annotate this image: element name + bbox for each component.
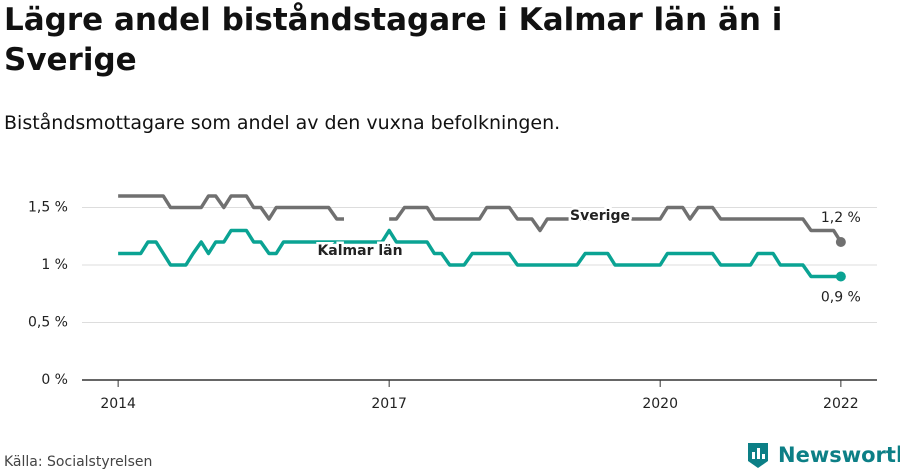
series-label: Sverige xyxy=(570,208,630,224)
series-line xyxy=(118,228,841,279)
y-tick-label: 1,5 % xyxy=(28,200,68,216)
source: Källa: Socialstyrelsen xyxy=(4,454,153,470)
y-tick-label: 0,5 % xyxy=(28,315,68,331)
chart-subtitle: Biståndsmottagare som andel av den vuxna… xyxy=(4,112,561,134)
brand-icon xyxy=(748,443,768,468)
x-tick-label: 2017 xyxy=(371,396,407,412)
y-tick-label: 0 % xyxy=(41,372,68,388)
y-tick-label: 1 % xyxy=(41,257,68,273)
end-point xyxy=(835,271,846,282)
end-point xyxy=(835,237,846,247)
x-tick-label: 2022 xyxy=(823,396,859,412)
x-tick-label: 2020 xyxy=(642,396,678,412)
brand-name: Newsworthy xyxy=(778,443,900,467)
x-tick-label: 2014 xyxy=(100,396,136,412)
series-line xyxy=(118,194,843,243)
brand: Newsworthy xyxy=(746,441,900,469)
chart-title: Lägre andel biståndstagare i Kalmar län … xyxy=(4,2,783,78)
series-label: Kalmar län xyxy=(317,243,402,259)
end-label: 1,2 % xyxy=(821,210,861,226)
end-label: 0,9 % xyxy=(821,290,861,306)
